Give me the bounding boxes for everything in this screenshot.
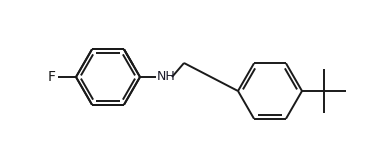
Text: NH: NH: [157, 70, 176, 83]
Text: F: F: [48, 70, 56, 84]
